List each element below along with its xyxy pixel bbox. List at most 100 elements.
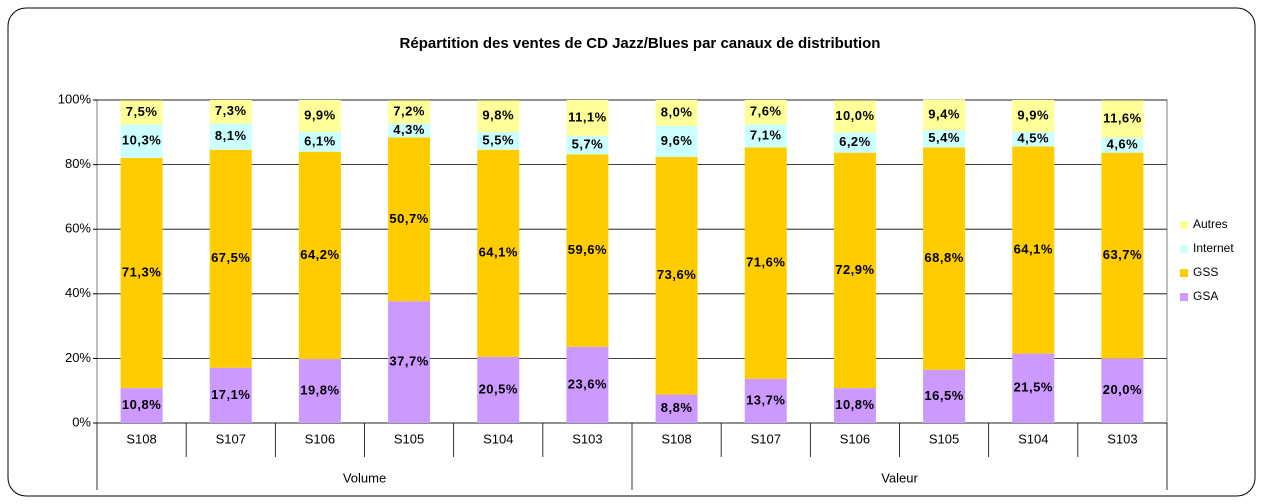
bar-segment (209, 367, 252, 423)
value-label: 64,1% (479, 245, 518, 260)
bar-segment (833, 152, 876, 389)
bar-segment (298, 359, 341, 423)
value-label: 67,5% (211, 250, 250, 265)
bar-segment (298, 131, 341, 152)
value-label: 17,1% (211, 387, 250, 402)
value-label: 7,2% (393, 103, 425, 118)
bar-segment (388, 100, 431, 124)
bar-segment (833, 132, 876, 153)
value-label: 4,3% (393, 122, 425, 137)
bar-segment (1012, 100, 1055, 132)
value-label: 5,4% (928, 130, 960, 145)
value-label: 9,4% (928, 106, 960, 121)
y-tick-label: 0% (72, 414, 91, 429)
value-label: 8,0% (661, 104, 693, 119)
bar-segment (120, 157, 163, 389)
bar-segment (923, 99, 966, 131)
value-label: 20,0% (1103, 382, 1142, 397)
bar-segment (1101, 100, 1144, 138)
value-label: 5,5% (482, 132, 514, 147)
x-tick-label: S104 (1018, 431, 1048, 446)
legend-swatch (1180, 269, 1188, 277)
bar-segment (566, 100, 609, 136)
legend-swatch (1180, 221, 1188, 229)
value-label: 21,5% (1014, 380, 1053, 395)
value-label: 9,9% (304, 107, 336, 122)
value-label: 7,5% (126, 104, 158, 119)
x-tick-label: S103 (1107, 431, 1137, 446)
value-label: 7,6% (750, 104, 782, 119)
value-label: 10,3% (122, 133, 161, 148)
legend-label: Autres (1193, 217, 1228, 231)
x-tick-label: S107 (751, 431, 781, 446)
x-tick-label: S106 (840, 431, 870, 446)
value-label: 64,1% (1014, 241, 1053, 256)
legend-label: GSA (1193, 289, 1218, 303)
bar-segment (477, 100, 520, 132)
value-label: 19,8% (300, 382, 339, 397)
y-tick-label: 20% (65, 350, 91, 365)
x-tick-label: S104 (483, 431, 513, 446)
bar-segment (566, 154, 609, 347)
value-label: 6,2% (839, 134, 871, 149)
bar-segment (655, 125, 698, 157)
x-tick-label: S103 (572, 431, 602, 446)
bar-segment (388, 301, 431, 423)
value-label: 72,9% (835, 262, 874, 277)
value-label: 11,1% (568, 109, 607, 124)
bar-segment (120, 388, 163, 423)
bar-segment (923, 147, 966, 370)
x-tick-label: S105 (929, 431, 959, 446)
value-label: 11,6% (1103, 110, 1142, 125)
value-label: 5,7% (572, 136, 604, 151)
value-label: 64,2% (300, 247, 339, 262)
bar-segment (120, 124, 163, 158)
value-label: 37,7% (389, 354, 428, 369)
x-tick-label: S108 (661, 431, 691, 446)
value-label: 13,7% (746, 392, 785, 407)
y-tick-label: 40% (65, 285, 91, 300)
bar-segment (1101, 152, 1144, 359)
bar-segment (388, 137, 431, 302)
value-label: 8,1% (215, 128, 247, 143)
bar-segment (477, 356, 520, 423)
y-tick-label: 60% (65, 221, 91, 236)
bar-segment (298, 151, 341, 360)
value-label: 73,6% (657, 267, 696, 282)
bar-segment (744, 124, 787, 148)
bar-segment (120, 100, 163, 125)
bar-segment (1012, 353, 1055, 423)
x-tick-label: S107 (216, 431, 246, 446)
y-tick-label: 100% (58, 91, 92, 106)
bar-segment (744, 147, 787, 379)
bar-segment (1101, 358, 1144, 423)
x-tick-label: S105 (394, 431, 424, 446)
bar-segment (655, 100, 698, 126)
value-label: 10,8% (122, 397, 161, 412)
value-label: 20,5% (479, 381, 518, 396)
value-label: 71,3% (122, 264, 161, 279)
value-label: 63,7% (1103, 247, 1142, 262)
bar-segment (744, 100, 787, 125)
value-label: 9,9% (1017, 107, 1049, 122)
value-label: 10,8% (835, 397, 874, 412)
plot-area (96, 99, 1168, 424)
legend-swatch (1180, 293, 1188, 301)
bar-segment (298, 100, 341, 132)
bar-segment (655, 156, 698, 395)
value-label: 7,1% (750, 127, 782, 142)
value-label: 9,8% (482, 108, 514, 123)
value-label: 9,6% (661, 133, 693, 148)
bar-segment (477, 131, 520, 150)
bar-segment (388, 123, 431, 138)
value-label: 23,6% (568, 376, 607, 391)
bar-segment (209, 100, 252, 124)
value-label: 4,6% (1107, 137, 1139, 152)
value-label: 7,3% (215, 103, 247, 118)
bar-segment (923, 130, 966, 148)
value-label: 4,5% (1017, 131, 1049, 146)
y-tick-label: 80% (65, 156, 91, 171)
bar-segment (566, 135, 609, 155)
value-label: 16,5% (924, 388, 963, 403)
